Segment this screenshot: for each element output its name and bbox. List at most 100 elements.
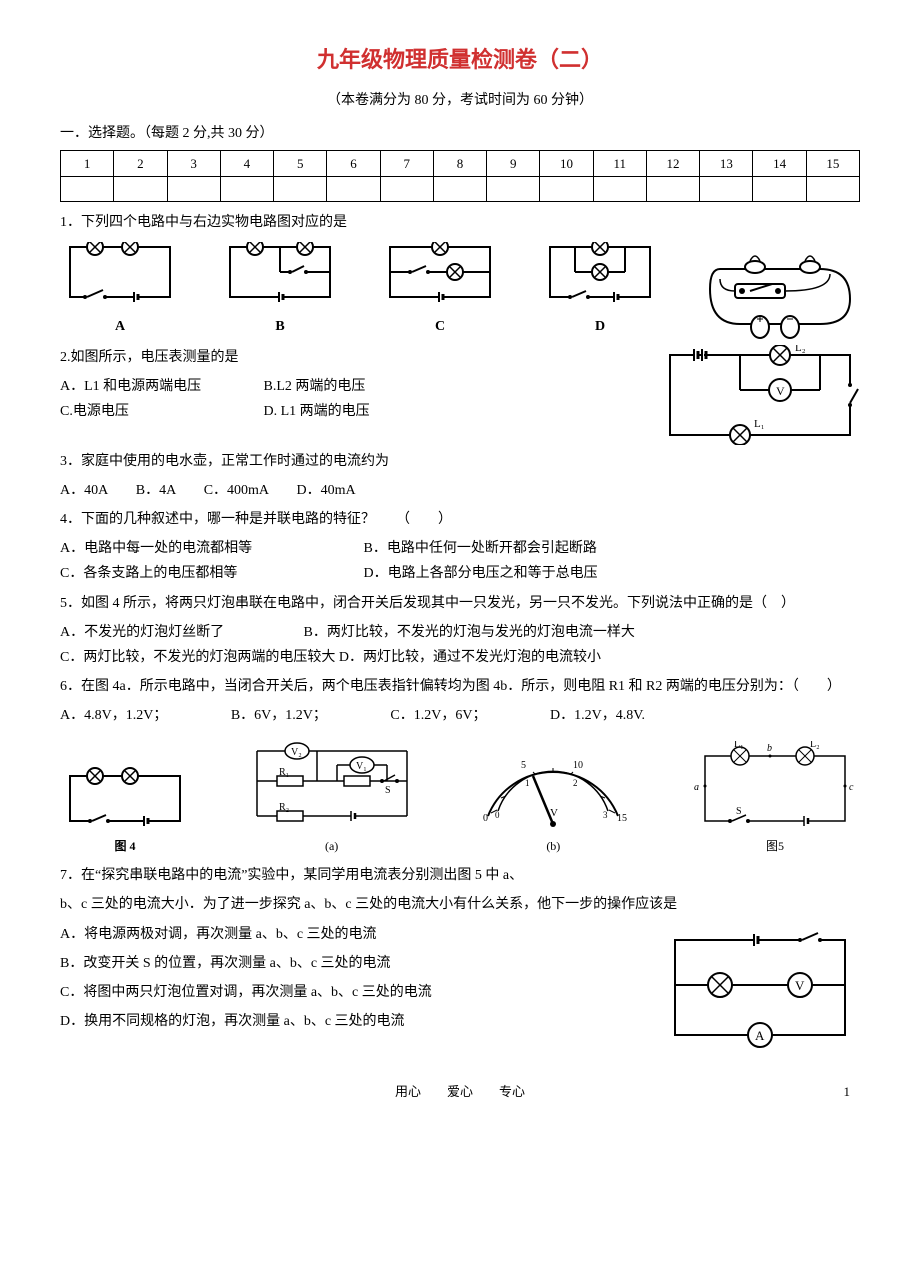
fig-a-icon: V₂ V₁ R₁ S R₂ bbox=[247, 741, 417, 836]
q6-opts: A．4.8V，1.2V； B．6V，1.2V； C．1.2V，6V； D．1.2… bbox=[60, 703, 860, 728]
label-l2: L₂ bbox=[795, 345, 806, 354]
grid-num: 10 bbox=[540, 150, 593, 176]
scale-5: 5 bbox=[521, 760, 526, 771]
section-1-head: 一．选择题。（每题 2 分,共 30 分） bbox=[60, 121, 860, 146]
q1-fig-a: A bbox=[60, 242, 180, 339]
q6-opt-d: D．1.2V，4.8V. bbox=[550, 703, 645, 728]
fig4: 图 4 bbox=[60, 766, 190, 858]
q6-opt-a: A．4.8V，1.2V； bbox=[60, 703, 167, 728]
label-v1: V₁ bbox=[356, 761, 367, 772]
q5-opt-c: C．两灯比较，不发光的灯泡两端的电压较大 bbox=[60, 645, 335, 670]
label-v2: V₂ bbox=[291, 747, 302, 758]
fig5-label: 图5 bbox=[690, 836, 860, 858]
grid-num: 7 bbox=[380, 150, 433, 176]
q2-circuit-icon: L₂ V L₁ bbox=[660, 345, 860, 445]
q1-fig-physical bbox=[700, 249, 860, 339]
q7-stem2: b、c 三处的电流大小．为了进一步探究 a、b、c 三处的电流大小有什么关系，他… bbox=[60, 892, 860, 917]
fig4-label: 图 4 bbox=[60, 836, 190, 858]
grid-num: 11 bbox=[593, 150, 646, 176]
scale-1: 1 bbox=[525, 778, 530, 788]
page-number: 1 bbox=[844, 1080, 851, 1103]
circuit-b-icon bbox=[220, 242, 340, 312]
label-r2: R₂ bbox=[279, 802, 289, 813]
label-l1-5: L₁ bbox=[734, 741, 744, 750]
fig-b: 0 5 10 15 0 1 2 3 V (b) bbox=[473, 746, 633, 858]
q1-figures: A B bbox=[60, 242, 860, 339]
q6-figures: 图 4 V₂ V₁ R₁ S R₂ bbox=[60, 741, 860, 858]
physical-circuit-icon bbox=[700, 249, 860, 339]
label-s: S bbox=[385, 785, 391, 796]
grid-num: 13 bbox=[700, 150, 753, 176]
q7-circuit-icon: V A bbox=[660, 930, 860, 1050]
label-b-5: b bbox=[767, 743, 772, 754]
scale-2: 2 bbox=[573, 778, 578, 788]
q1-fig-c: C bbox=[380, 242, 500, 339]
q6-stem: 6．在图 4a．所示电路中，当闭合开关后，两个电压表指针偏转均为图 4b．所示，… bbox=[60, 674, 860, 699]
scale-0a: 0 bbox=[483, 813, 488, 824]
q4-opt-b: B．电路中任何一处断开都会引起断路 bbox=[364, 536, 597, 561]
circuit-c-icon bbox=[380, 242, 500, 312]
q4-opt-a: A．电路中每一处的电流都相等 bbox=[60, 536, 360, 561]
scale-3: 3 bbox=[603, 810, 608, 820]
label-l2-5: L₂ bbox=[810, 741, 820, 750]
label-a-5: a bbox=[694, 782, 699, 793]
q2-opt-d: D. L1 两端的电压 bbox=[264, 399, 370, 424]
q5-opt-a: A．不发光的灯泡灯丝断了 bbox=[60, 620, 300, 645]
footer: 用心 爱心 专心 1 bbox=[60, 1080, 860, 1103]
label-r1: R₁ bbox=[279, 767, 289, 778]
q3-opt-b: B．4A bbox=[136, 478, 176, 503]
q2-opt-c: C.电源电压 bbox=[60, 399, 260, 424]
q2-opt-b: B.L2 两端的电压 bbox=[264, 374, 366, 399]
fig-label-c: C bbox=[380, 314, 500, 339]
q3-opt-d: D．40mA bbox=[297, 478, 356, 503]
grid-num: 8 bbox=[433, 150, 486, 176]
q4-stem: 4．下面的几种叙述中，哪一种是并联电路的特征？ （ ） bbox=[60, 507, 860, 532]
grid-header-row: 1 2 3 4 5 6 7 8 9 10 11 12 13 14 15 bbox=[61, 150, 860, 176]
grid-num: 15 bbox=[806, 150, 859, 176]
fig5-icon: L₁ L₂ b a c S bbox=[690, 741, 860, 836]
fig-label-d: D bbox=[540, 314, 660, 339]
grid-num: 9 bbox=[487, 150, 540, 176]
grid-num: 4 bbox=[220, 150, 273, 176]
q3-stem: 3．家庭中使用的电水壶，正常工作时通过的电流约为 bbox=[60, 449, 860, 474]
grid-num: 14 bbox=[753, 150, 806, 176]
grid-num: 1 bbox=[61, 150, 114, 176]
grid-answer-row bbox=[61, 177, 860, 202]
grid-num: 12 bbox=[646, 150, 699, 176]
q3-opt-c: C．400mA bbox=[204, 478, 269, 503]
q2-figure: L₂ V L₁ bbox=[660, 345, 860, 445]
q1-fig-b: B bbox=[220, 242, 340, 339]
circuit-d-icon bbox=[540, 242, 660, 312]
label-c-5: c bbox=[849, 782, 854, 793]
q6-opt-b: B．6V，1.2V； bbox=[231, 703, 327, 728]
scale-15: 15 bbox=[617, 813, 627, 824]
q7-stem1: 7．在“探究串联电路中的电流”实验中，某同学用电流表分别测出图 5 中 a、 bbox=[60, 863, 860, 888]
scale-0b: 0 bbox=[495, 810, 500, 820]
label-v: V bbox=[776, 384, 785, 398]
q1-fig-d: D bbox=[540, 242, 660, 339]
q3-opt-a: A．40A bbox=[60, 478, 108, 503]
q7-figure: V A bbox=[660, 930, 860, 1050]
label-a-7: A bbox=[755, 1028, 765, 1043]
fig-a-label: (a) bbox=[247, 836, 417, 858]
q5-opts: A．不发光的灯泡灯丝断了 B．两灯比较，不发光的灯泡与发光的灯泡电流一样大 C．… bbox=[60, 620, 860, 670]
meter-unit: V bbox=[550, 807, 558, 819]
grid-num: 2 bbox=[114, 150, 167, 176]
q3-opts: A．40A B．4A C．400mA D．40mA bbox=[60, 478, 860, 503]
q4-opts: A．电路中每一处的电流都相等 B．电路中任何一处断开都会引起断路 C．各条支路上… bbox=[60, 536, 860, 586]
subtitle: （本卷满分为 80 分，考试时间为 60 分钟） bbox=[60, 88, 860, 113]
grid-num: 5 bbox=[274, 150, 327, 176]
footer-text: 用心 爱心 专心 bbox=[395, 1084, 525, 1099]
q4-opt-c: C．各条支路上的电压都相等 bbox=[60, 561, 360, 586]
q5-opt-d: D．两灯比较，通过不发光灯泡的电流较小 bbox=[339, 645, 601, 670]
q4-opt-d: D．电路上各部分电压之和等于总电压 bbox=[364, 561, 598, 586]
fig-label-a: A bbox=[60, 314, 180, 339]
label-s-5: S bbox=[736, 806, 742, 817]
q6-opt-c: C．1.2V，6V； bbox=[390, 703, 486, 728]
circuit-a-icon bbox=[60, 242, 180, 312]
grid-num: 6 bbox=[327, 150, 380, 176]
label-l1: L₁ bbox=[754, 418, 765, 430]
scale-10: 10 bbox=[573, 760, 583, 771]
fig-a: V₂ V₁ R₁ S R₂ (a) bbox=[247, 741, 417, 858]
meter-icon: 0 5 10 15 0 1 2 3 V bbox=[473, 746, 633, 836]
